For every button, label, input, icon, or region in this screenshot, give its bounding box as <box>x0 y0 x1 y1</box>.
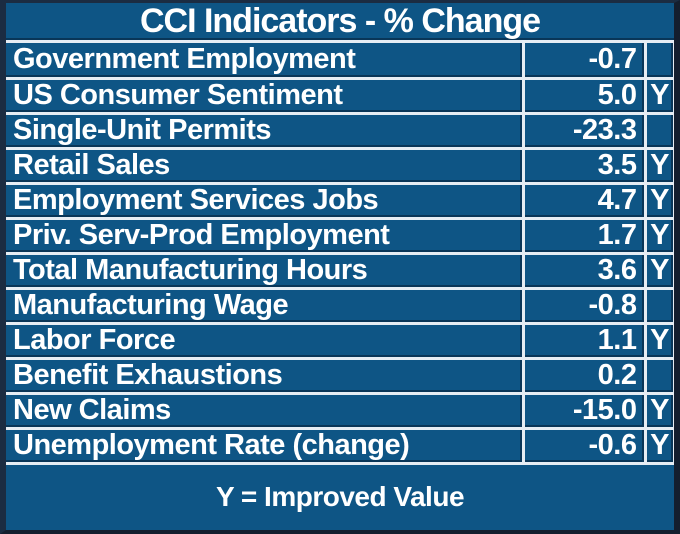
indicator-value: 4.7 <box>521 181 647 220</box>
improved-flag <box>643 286 674 325</box>
indicators-table: Government Employment -0.7 US Consumer S… <box>6 43 674 465</box>
indicator-name: New Claims <box>6 391 525 430</box>
indicator-name: Employment Services Jobs <box>6 181 525 220</box>
indicator-value: -23.3 <box>521 111 647 150</box>
legend-note: Y = Improved Value <box>215 481 465 513</box>
table-row: Employment Services Jobs 4.7 Y <box>6 181 674 220</box>
indicator-name: Unemployment Rate (change) <box>6 426 525 465</box>
table-row: New Claims -15.0 Y <box>6 391 674 430</box>
improved-flag: Y <box>643 321 674 360</box>
table-row: Manufacturing Wage -0.8 <box>6 286 674 325</box>
table-row: Retail Sales 3.5 Y <box>6 146 674 185</box>
improved-flag: Y <box>643 146 674 185</box>
table-row: Single-Unit Permits -23.3 <box>6 111 674 150</box>
indicator-value: -0.7 <box>521 43 647 80</box>
table-row: Benefit Exhaustions 0.2 <box>6 356 674 395</box>
improved-flag: Y <box>643 391 674 430</box>
indicator-name: Labor Force <box>6 321 525 360</box>
improved-flag: Y <box>643 216 674 255</box>
improved-flag: Y <box>643 76 674 115</box>
improved-flag: Y <box>643 181 674 220</box>
indicator-name: Single-Unit Permits <box>6 111 525 150</box>
improved-flag <box>643 43 674 80</box>
indicator-name: Priv. Serv-Prod Employment <box>6 216 525 255</box>
indicator-value: 1.7 <box>521 216 647 255</box>
table-row: Labor Force 1.1 Y <box>6 321 674 360</box>
indicator-value: -0.6 <box>521 426 647 465</box>
indicator-value: -15.0 <box>521 391 647 430</box>
indicator-name: US Consumer Sentiment <box>6 76 525 115</box>
improved-flag <box>643 111 674 150</box>
improved-flag <box>643 356 674 395</box>
indicator-name: Retail Sales <box>6 146 525 185</box>
indicator-name: Government Employment <box>6 43 525 80</box>
indicator-name: Benefit Exhaustions <box>6 356 525 395</box>
indicator-value: 3.6 <box>521 251 647 290</box>
indicator-name: Total Manufacturing Hours <box>6 251 525 290</box>
indicator-value: -0.8 <box>521 286 647 325</box>
table-row: Total Manufacturing Hours 3.6 Y <box>6 251 674 290</box>
table-row: US Consumer Sentiment 5.0 Y <box>6 76 674 115</box>
indicator-value: 3.5 <box>521 146 647 185</box>
table-title: CCI Indicators - % Change <box>6 3 674 43</box>
improved-flag: Y <box>643 426 674 465</box>
table-row: Priv. Serv-Prod Employment 1.7 Y <box>6 216 674 255</box>
table-row: Unemployment Rate (change) -0.6 Y <box>6 426 674 465</box>
indicator-value: 1.1 <box>521 321 647 360</box>
indicator-name: Manufacturing Wage <box>6 286 525 325</box>
improved-flag: Y <box>643 251 674 290</box>
indicator-value: 0.2 <box>521 356 647 395</box>
indicator-value: 5.0 <box>521 76 647 115</box>
table-row: Government Employment -0.7 <box>6 43 674 80</box>
